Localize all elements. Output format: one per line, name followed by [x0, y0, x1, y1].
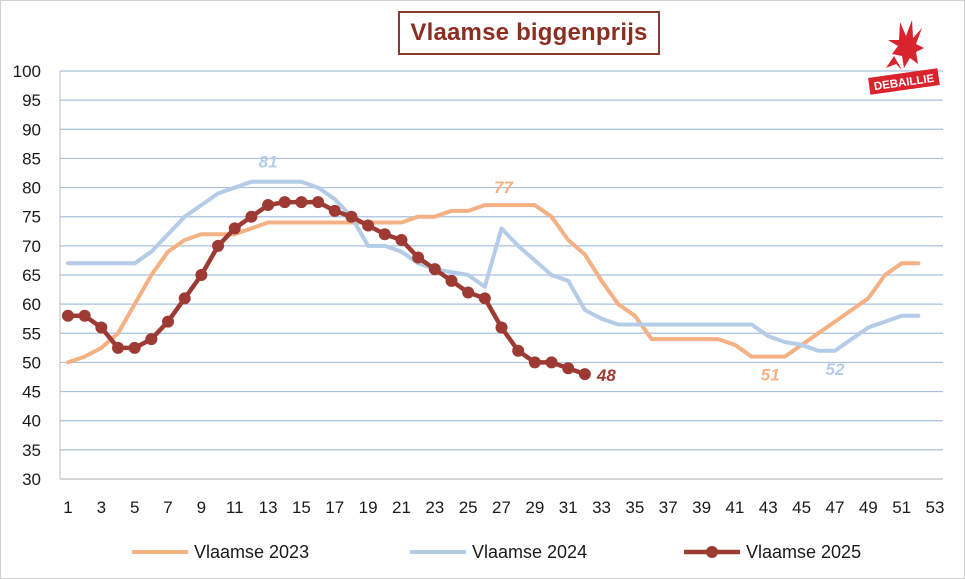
series-line-vlaamse-2023	[66, 203, 921, 365]
x-tick-label: 1	[63, 498, 72, 517]
data-point	[445, 274, 458, 287]
x-tick-label: 51	[892, 498, 911, 517]
y-tick-label: 85	[22, 149, 41, 168]
x-tick-label: 37	[659, 498, 678, 517]
data-point	[145, 333, 158, 346]
data-point	[112, 341, 125, 354]
data-annotations: 81 77 51 52 48	[259, 153, 845, 385]
x-tick-label: 47	[826, 498, 845, 517]
data-point	[545, 356, 558, 369]
y-tick-label: 50	[22, 353, 41, 372]
legend-label: Vlaamse 2023	[194, 542, 309, 562]
data-point	[295, 196, 308, 209]
x-tick-label: 7	[163, 498, 172, 517]
data-point	[128, 341, 141, 354]
x-tick-label: 35	[625, 498, 644, 517]
data-point	[562, 362, 575, 375]
data-point	[178, 292, 191, 305]
data-point	[212, 239, 225, 252]
data-point	[362, 219, 375, 232]
data-point	[228, 222, 241, 235]
y-tick-label: 80	[22, 179, 41, 198]
debaillie-logo: DEBAILLIE	[868, 20, 940, 95]
data-label: 48	[596, 366, 616, 385]
x-tick-label: 53	[926, 498, 945, 517]
legend-marker	[706, 546, 718, 558]
data-point	[262, 199, 275, 212]
data-point	[378, 228, 391, 241]
data-point	[195, 269, 208, 281]
y-tick-label: 65	[22, 266, 41, 285]
x-tick-label: 23	[425, 498, 444, 517]
data-point	[62, 309, 74, 322]
series-lines	[62, 179, 921, 381]
x-tick-label: 33	[592, 498, 611, 517]
x-tick-label: 15	[292, 498, 311, 517]
data-point	[412, 251, 425, 264]
data-point	[462, 286, 475, 299]
y-tick-label: 45	[22, 383, 41, 402]
x-tick-label: 41	[725, 498, 744, 517]
legend-label: Vlaamse 2024	[472, 542, 587, 562]
y-tick-label: 30	[22, 470, 41, 489]
data-point	[395, 234, 408, 247]
data-point	[162, 315, 175, 328]
data-label: 52	[826, 360, 845, 379]
y-tick-label: 90	[22, 120, 41, 139]
legend-label: Vlaamse 2025	[746, 542, 861, 562]
x-tick-label: 21	[392, 498, 411, 517]
data-point	[245, 210, 258, 223]
x-tick-label: 25	[459, 498, 478, 517]
y-tick-label: 75	[22, 208, 41, 227]
data-point	[495, 321, 508, 334]
data-point	[512, 344, 525, 357]
x-tick-label: 9	[197, 498, 206, 517]
grid-lines	[60, 70, 943, 451]
x-tick-label: 11	[226, 498, 244, 517]
y-tick-label: 100	[13, 62, 41, 81]
data-label: 81	[259, 153, 278, 172]
data-point	[312, 196, 325, 209]
data-point	[578, 368, 591, 381]
x-tick-label: 43	[759, 498, 778, 517]
data-label: 51	[761, 366, 780, 385]
x-tick-label: 3	[97, 498, 106, 517]
x-tick-label: 45	[792, 498, 811, 517]
y-tick-label: 70	[22, 237, 41, 256]
logo-rooster-icon	[886, 20, 924, 70]
x-tick-label: 49	[859, 498, 878, 517]
data-point	[328, 204, 341, 217]
x-tick-label: 5	[130, 498, 139, 517]
y-tick-label: 55	[22, 324, 41, 343]
x-tick-label: 17	[325, 498, 344, 517]
x-tick-label: 13	[259, 498, 278, 517]
data-point	[478, 292, 491, 305]
series-line-vlaamse-2024	[66, 179, 921, 353]
data-point	[78, 309, 91, 322]
data-point	[528, 356, 541, 369]
y-tick-label: 40	[22, 412, 41, 431]
y-tick-label: 60	[22, 295, 41, 314]
y-tick-label: 95	[22, 91, 41, 110]
x-tick-label: 31	[559, 498, 578, 517]
y-tick-label: 35	[22, 441, 41, 460]
legend: Vlaamse 2023 Vlaamse 2024 Vlaamse 2025	[132, 542, 861, 562]
x-tick-label: 39	[692, 498, 711, 517]
data-label: 77	[494, 178, 514, 197]
chart-title: Vlaamse biggenprijs	[410, 19, 648, 46]
chart-title-box: Vlaamse biggenprijs	[398, 11, 660, 55]
x-tick-label: 29	[525, 498, 544, 517]
x-tick-label: 19	[359, 498, 378, 517]
data-point	[278, 196, 291, 209]
x-tick-label: 27	[492, 498, 511, 517]
logo-banner	[868, 68, 940, 95]
data-point	[345, 210, 358, 223]
data-point	[428, 263, 441, 276]
data-point	[95, 321, 108, 334]
